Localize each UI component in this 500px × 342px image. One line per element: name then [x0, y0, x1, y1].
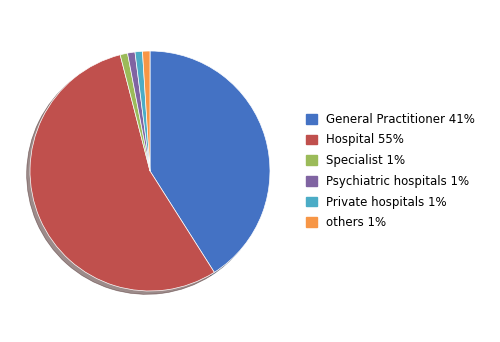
- Wedge shape: [120, 53, 150, 171]
- Wedge shape: [142, 51, 150, 171]
- Wedge shape: [135, 51, 150, 171]
- Wedge shape: [150, 51, 270, 272]
- Legend: General Practitioner 41%, Hospital 55%, Specialist 1%, Psychiatric hospitals 1%,: General Practitioner 41%, Hospital 55%, …: [306, 113, 475, 229]
- Wedge shape: [128, 52, 150, 171]
- Wedge shape: [30, 55, 214, 291]
